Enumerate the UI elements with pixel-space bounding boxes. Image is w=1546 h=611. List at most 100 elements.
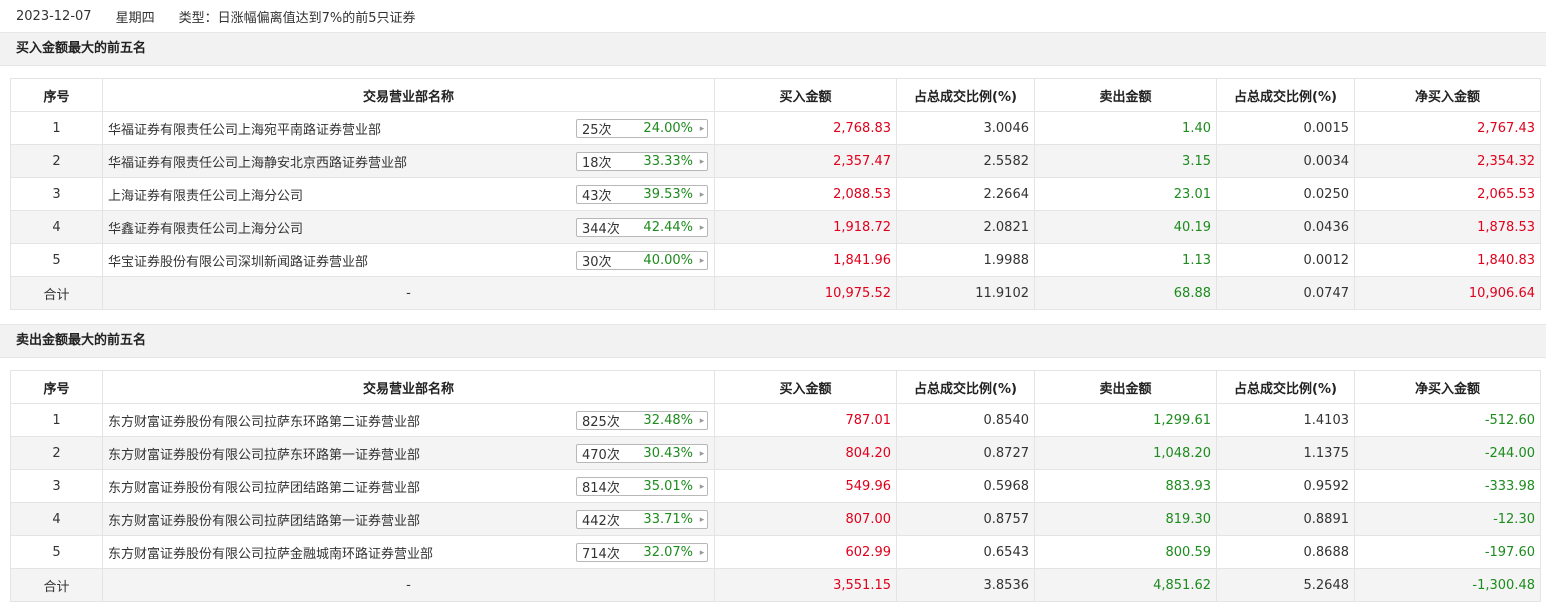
buy-amount: 549.96 (714, 469, 897, 503)
branch-name-cell: 东方财富证券股份有限公司拉萨东环路第一证券营业部 470次 30.43% ▸ (102, 436, 715, 470)
caret-right-icon: ▸ (699, 123, 705, 134)
branch-name-link[interactable]: 华福证券有限责任公司上海静安北京西路证券营业部 (108, 155, 408, 171)
col-buy-amount: 买入金额 (714, 78, 897, 112)
buy-ratio: 0.8757 (896, 502, 1035, 536)
branch-stats-button[interactable]: 18次 33.33% ▸ (576, 152, 708, 171)
col-sell-amount: 卖出金额 (1034, 370, 1217, 404)
branch-name-link[interactable]: 东方财富证券股份有限公司拉萨东环路第一证券营业部 (108, 447, 421, 463)
caret-right-icon: ▸ (699, 255, 705, 266)
table-row: 2 华福证券有限责任公司上海静安北京西路证券营业部 18次 33.33% ▸ 2,357.… (10, 144, 1541, 178)
sell-amount: 819.30 (1034, 502, 1217, 536)
buy-amount: 807.00 (714, 502, 897, 536)
table-row: 1 东方财富证券股份有限公司拉萨东环路第二证券营业部 825次 32.48% ▸ 787.… (10, 403, 1541, 437)
net-amount: 1,840.83 (1354, 243, 1541, 277)
col-sell-ratio: 占总成交比例(%) (1216, 370, 1355, 404)
branch-stats-button[interactable]: 714次 32.07% ▸ (576, 543, 708, 562)
sell-ratio: 1.4103 (1216, 403, 1355, 437)
branch-name-cell: 东方财富证券股份有限公司拉萨东环路第二证券营业部 825次 32.48% ▸ (102, 403, 715, 437)
branch-stats-button[interactable]: 825次 32.48% ▸ (576, 411, 708, 430)
listing-count: 814次 (582, 481, 620, 496)
row-index: 1 (10, 403, 103, 437)
table-row: 5 东方财富证券股份有限公司拉萨金融城南环路证券营业部 714次 32.07% ▸ 602… (10, 535, 1541, 569)
branch-name-link[interactable]: 东方财富证券股份有限公司拉萨东环路第二证券营业部 (108, 414, 421, 430)
buy-ratio: 0.6543 (896, 535, 1035, 569)
buy-ratio: 2.0821 (896, 210, 1035, 244)
sell-section-title: 卖出金额最大的前五名 (0, 324, 1546, 358)
branch-stats-button[interactable]: 30次 40.00% ▸ (576, 251, 708, 270)
branch-stats-button[interactable]: 442次 33.71% ▸ (576, 510, 708, 529)
sell-table-wrap: 序号 交易营业部名称 买入金额 占总成交比例(%) 卖出金额 占总成交比例(%)… (0, 358, 1546, 602)
win-rate: 42.44% (643, 220, 693, 235)
sell-ratio: 0.0034 (1216, 144, 1355, 178)
branch-name-link[interactable]: 东方财富证券股份有限公司拉萨金融城南环路证券营业部 (108, 546, 434, 562)
caret-right-icon: ▸ (699, 222, 705, 233)
branch-name-cell: 华鑫证券有限责任公司上海分公司 344次 42.44% ▸ (102, 210, 715, 244)
buy-table-wrap: 序号 交易营业部名称 买入金额 占总成交比例(%) 卖出金额 占总成交比例(%)… (0, 66, 1546, 310)
sell-amount: 883.93 (1034, 469, 1217, 503)
win-rate: 39.53% (643, 187, 693, 202)
top-info-bar: 2023-12-07 星期四 类型：日涨幅偏离值达到7%的前5只证券 (0, 0, 1546, 32)
col-buy-amount: 买入金额 (714, 370, 897, 404)
sell-amount: 3.15 (1034, 144, 1217, 178)
branch-name-link[interactable]: 东方财富证券股份有限公司拉萨团结路第一证券营业部 (108, 513, 421, 529)
branch-name-cell: 东方财富证券股份有限公司拉萨团结路第一证券营业部 442次 33.71% ▸ (102, 502, 715, 536)
row-index: 5 (10, 243, 103, 277)
win-rate: 30.43% (643, 446, 693, 461)
win-rate: 24.00% (643, 121, 693, 136)
branch-name-link[interactable]: 华鑫证券有限责任公司上海分公司 (108, 221, 304, 237)
col-index: 序号 (10, 370, 103, 404)
row-index: 4 (10, 210, 103, 244)
total-row: 合计 -3,551.15 3.8536 4,851.62 5.2648 -1,300.48 (10, 568, 1541, 602)
win-rate: 33.71% (643, 512, 693, 527)
table-row: 4 东方财富证券股份有限公司拉萨团结路第一证券营业部 442次 33.71% ▸ 807.… (10, 502, 1541, 536)
sell-ratio: 0.9592 (1216, 469, 1355, 503)
listing-count: 25次 (582, 123, 612, 138)
trade-date: 2023-12-07 (16, 8, 92, 24)
net-amount: -244.00 (1354, 436, 1541, 470)
branch-name-link[interactable]: 华宝证券股份有限公司深圳新闻路证券营业部 (108, 254, 369, 270)
branch-stats-button[interactable]: 25次 24.00% ▸ (576, 119, 708, 138)
row-index: 5 (10, 535, 103, 569)
caret-right-icon: ▸ (699, 448, 705, 459)
caret-right-icon: ▸ (699, 156, 705, 167)
total-buy-amount: 3,551.15 (714, 568, 897, 602)
buy-amount: 787.01 (714, 403, 897, 437)
listing-count: 18次 (582, 156, 612, 171)
net-amount: -197.60 (1354, 535, 1541, 569)
branch-name-cell: 东方财富证券股份有限公司拉萨团结路第二证券营业部 814次 35.01% ▸ (102, 469, 715, 503)
total-buy-amount: 10,975.52 (714, 276, 897, 310)
branch-name-link[interactable]: 华福证券有限责任公司上海宛平南路证券营业部 (108, 122, 382, 138)
table-row: 1 华福证券有限责任公司上海宛平南路证券营业部 25次 24.00% ▸ 2,768.83… (10, 111, 1541, 145)
branch-stats-button[interactable]: 814次 35.01% ▸ (576, 477, 708, 496)
caret-right-icon: ▸ (699, 481, 705, 492)
branch-name-link[interactable]: 上海证券有限责任公司上海分公司 (108, 188, 304, 204)
sell-ratio: 1.1375 (1216, 436, 1355, 470)
buy-amount: 2,357.47 (714, 144, 897, 178)
listing-count: 470次 (582, 448, 620, 463)
col-net-amount: 净买入金额 (1354, 78, 1541, 112)
col-index: 序号 (10, 78, 103, 112)
col-buy-ratio: 占总成交比例(%) (896, 78, 1035, 112)
total-name-placeholder: - (102, 276, 715, 310)
net-amount: -12.30 (1354, 502, 1541, 536)
branch-stats-button[interactable]: 43次 39.53% ▸ (576, 185, 708, 204)
col-net-amount: 净买入金额 (1354, 370, 1541, 404)
win-rate: 33.33% (643, 154, 693, 169)
branch-stats-button[interactable]: 470次 30.43% ▸ (576, 444, 708, 463)
win-rate: 35.01% (643, 479, 693, 494)
table-row: 2 东方财富证券股份有限公司拉萨东环路第一证券营业部 470次 30.43% ▸ 804.… (10, 436, 1541, 470)
trade-weekday: 星期四 (115, 10, 155, 26)
total-net-amount: 10,906.64 (1354, 276, 1541, 310)
branch-name-cell: 华宝证券股份有限公司深圳新闻路证券营业部 30次 40.00% ▸ (102, 243, 715, 277)
list-type: 类型：日涨幅偏离值达到7%的前5只证券 (178, 10, 416, 26)
buy-ratio: 0.8727 (896, 436, 1035, 470)
listing-count: 442次 (582, 514, 620, 529)
buy-top5-table: 序号 交易营业部名称 买入金额 占总成交比例(%) 卖出金额 占总成交比例(%)… (10, 78, 1541, 310)
branch-name-link[interactable]: 东方财富证券股份有限公司拉萨团结路第二证券营业部 (108, 480, 421, 496)
caret-right-icon: ▸ (699, 415, 705, 426)
total-buy-ratio: 3.8536 (896, 568, 1035, 602)
branch-name-cell: 华福证券有限责任公司上海静安北京西路证券营业部 18次 33.33% ▸ (102, 144, 715, 178)
col-branch-name: 交易营业部名称 (102, 78, 715, 112)
buy-amount: 1,918.72 (714, 210, 897, 244)
branch-stats-button[interactable]: 344次 42.44% ▸ (576, 218, 708, 237)
